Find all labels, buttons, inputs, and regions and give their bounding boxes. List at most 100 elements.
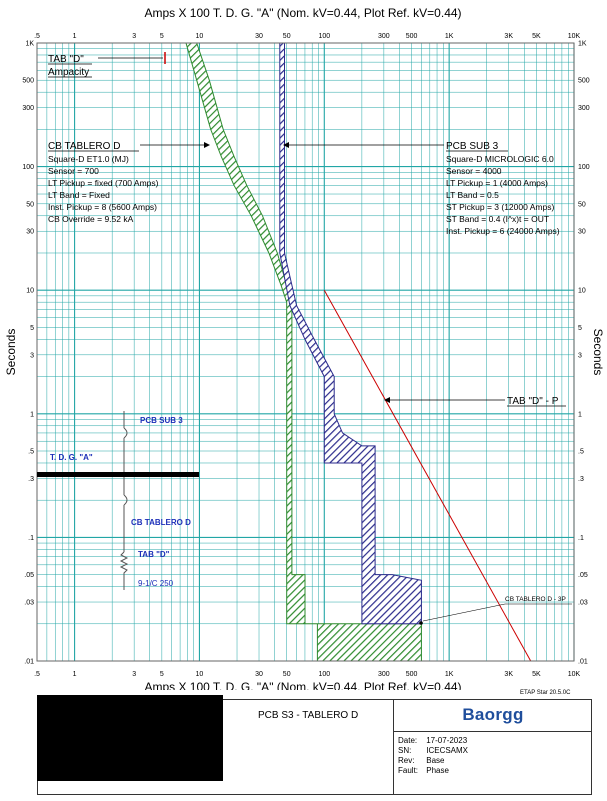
y-tick-label-right: 10 [578,288,586,295]
x-tick-label: 1K [445,671,454,678]
x-tick-label: 10K [568,671,581,678]
cb-3p-label: CB TABLERO D - 3P [505,596,566,603]
cb-tablero-title: CB TABLERO D [48,141,120,152]
x-tick-label: 3 [132,671,136,678]
y-tick-label-left: .01 [24,659,34,666]
pcb-setting-line: LT Band = 0.5 [446,190,499,200]
x-tick-label: 3 [132,33,136,40]
tab-dp-arrowhead [384,397,390,403]
y-tick-label-left: 10 [26,288,34,295]
x-tick-label: 100 [318,671,330,678]
y-tick-label-left: 30 [26,229,34,236]
oneline-bus-label: T. D. G. "A" [50,453,93,462]
y-tick-label-right: 100 [578,164,590,171]
oneline-cable-label: 9-1/C 250 [138,579,174,588]
x-tick-label: 300 [378,671,390,678]
cb-setting-line: Square-D ET1.0 (MJ) [48,154,129,164]
cb-tablero-settings: Square-D ET1.0 (MJ) Sensor = 700 LT Pick… [48,154,159,224]
x-tick-label: 1 [73,33,77,40]
logo-box: Baorgg [393,699,592,732]
x-tick-label: 1K [445,33,454,40]
oneline-cb-tablero: CB TABLERO D [131,518,191,527]
plot-frame [36,42,575,662]
grid-lines [36,42,575,662]
tick-labels: .5 .5 1 1 3 3 5 5 10 10 30 30 50 50 100 100 300 300 500 500… [22,33,589,678]
y-tick-label-right: 1 [578,411,582,418]
y-tick-label-left: 3 [30,352,34,359]
cb-tablero-breaker-symbol [123,494,128,506]
y-tick-label-right: 1K [578,41,587,48]
rev-label: Rev: [398,756,415,765]
y-tick-label-left: 5 [30,325,34,332]
date-label: Date: [398,736,418,745]
x-tick-label: 5 [160,671,164,678]
company-logo: Baorgg [462,705,524,724]
sn-label: SN: [398,746,412,755]
y-tick-label-right: .01 [578,659,588,666]
y-tick-label-right: 500 [578,78,590,85]
oneline-pcb-sub3: PCB SUB 3 [140,416,183,425]
y-tick-label-right: .1 [578,535,584,542]
pcb-setting-line: ST Band = 0.4 (I^x)t = OUT [446,214,549,224]
cb-setting-line: Inst. Pickup = 8 (5600 Amps) [48,202,157,212]
x-tick-label: 100 [318,33,330,40]
fault-label: Fault: [398,766,419,775]
cb-setting-line: LT Pickup = fixed (700 Amps) [48,178,159,188]
cb-setting-line: CB Override = 9.52 kA [48,214,134,224]
x-tick-label: 5K [532,33,541,40]
y-tick-label-left: 1K [25,41,34,48]
cb-3p-leader [422,603,506,622]
x-tick-label: 1 [73,671,77,678]
study-name: PCB S3 - TABLERO D [258,710,359,721]
cable-symbol [119,551,129,590]
x-tick-label: 10K [568,33,581,40]
date-value: 17-07-2023 [426,736,468,745]
y-tick-label-left: 50 [26,201,34,208]
y-tick-label-right: .03 [578,600,588,607]
y-axis-label-left: Seconds [4,329,18,376]
info-fault: Fault: Phase [398,766,592,776]
pcb-sub3-title: PCB SUB 3 [446,141,499,152]
y-tick-label-right: .3 [578,476,584,483]
y-tick-label-left: .05 [24,572,34,579]
rev-value: Base [426,756,445,765]
y-tick-label-left: 500 [22,78,34,85]
info-date: Date: 17-07-2023 [398,736,592,746]
y-tick-label-right: 50 [578,201,586,208]
x-tick-label: 50 [283,33,291,40]
y-tick-label-left: .5 [28,449,34,456]
oneline-tab-d: TAB "D" [138,550,170,559]
x-tick-label: .5 [34,671,40,678]
y-tick-label-left: .3 [28,476,34,483]
tab-d-damage-line [323,289,532,661]
y-axis-label-right: Seconds [591,329,605,376]
sn-value: ICECSAMX [426,746,469,755]
info-rev: Rev: Base [398,756,592,766]
x-tick-label: 10 [196,33,204,40]
bus-tdg-a [37,472,199,477]
ampacity-label: Ampacity [48,67,89,78]
y-tick-label-right: .05 [578,572,588,579]
x-tick-label: 300 [378,33,390,40]
cb-setting-line: LT Band = Fixed [48,190,110,200]
pcb-setting-line: Inst. Pickup = 6 (24000 Amps) [446,226,560,236]
x-tick-label: 30 [255,671,263,678]
y-tick-label-left: 1 [30,411,34,418]
etap-version: ETAP Star 20.5.0C [520,690,571,696]
y-tick-label-right: 30 [578,229,586,236]
chart-title-top: Amps X 100 T. D. G. "A" (Nom. kV=0.44, P… [144,6,461,20]
y-tick-label-left: .03 [24,600,34,607]
x-tick-label: 500 [406,671,418,678]
y-tick-label-right: 300 [578,105,590,112]
tab-d-label: TAB "D" [48,54,84,65]
tab-dp-label: TAB "D" - P [507,396,559,407]
pcb-setting-line: ST Pickup = 3 (12000 Amps) [446,202,554,212]
fault-value: Phase [426,766,449,775]
x-tick-label: 5K [532,671,541,678]
y-tick-label-left: .1 [28,535,34,542]
cb-setting-line: Sensor = 700 [48,166,99,176]
x-tick-label: 3K [504,671,513,678]
pcb-sub3-arrowhead [283,142,289,148]
y-tick-label-right: .5 [578,449,584,456]
y-tick-label-left: 100 [22,164,34,171]
